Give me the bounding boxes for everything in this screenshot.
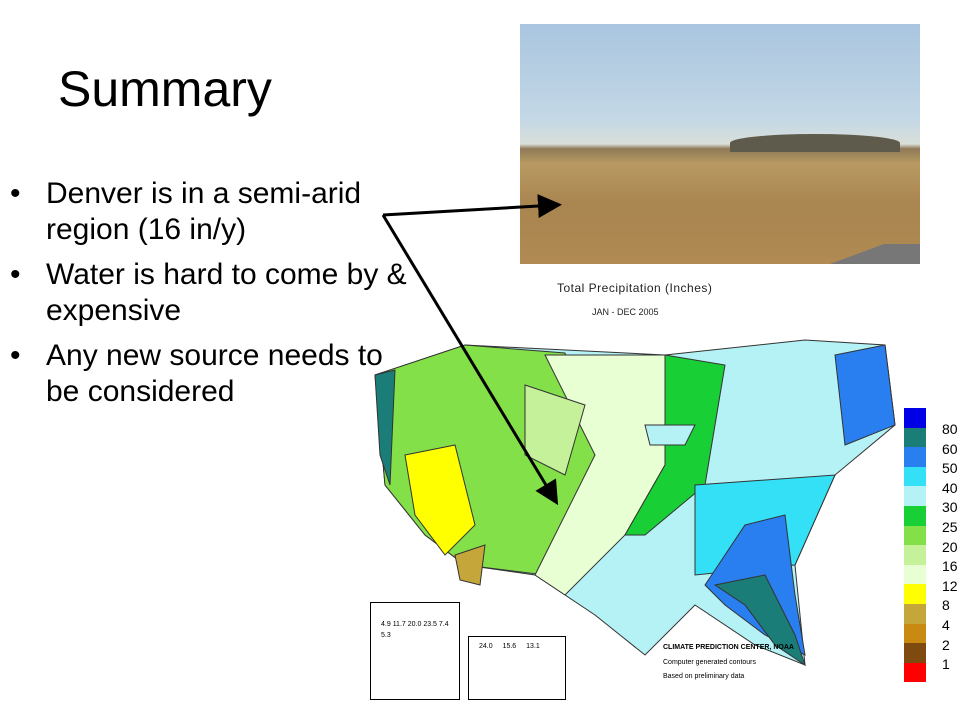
semi-arid-landscape-photo	[520, 24, 920, 264]
legend-swatch	[904, 466, 926, 487]
inset-value: 11.7	[392, 621, 408, 628]
inset-value: 20.0	[407, 621, 424, 628]
legend-label: 80	[942, 421, 958, 437]
hawaii-inset: 24.0 15.6 13.1	[468, 636, 566, 700]
legend-label: 60	[942, 440, 958, 457]
bullet-item: • Denver is in a semi-arid region (16 in/…	[10, 177, 362, 246]
legend-swatch	[904, 505, 926, 526]
legend-swatch	[904, 408, 926, 428]
bullet-icon: •	[10, 258, 21, 291]
legend-label: 20	[942, 538, 958, 555]
legend-label: 16	[942, 558, 958, 575]
inset-value: 7.4	[438, 621, 449, 628]
inset-value: 23.5	[423, 621, 439, 628]
legend-label: 4	[942, 616, 950, 633]
legend-label: 50	[942, 460, 958, 477]
legend-swatch	[904, 545, 926, 565]
legend-swatch	[904, 486, 926, 506]
slide-title: Summary	[58, 61, 272, 117]
inset-value: 13.1	[526, 643, 540, 650]
bullet-list: • Denver is in a semi-arid region (16 in/…	[10, 176, 410, 419]
legend-swatch	[904, 447, 926, 467]
legend-swatch	[904, 623, 926, 644]
legend-swatch	[904, 662, 926, 683]
inset-value: 4.9	[381, 621, 393, 628]
alaska-inset: 4.9 11.7 20.0 23.5 7.4 5.3	[370, 602, 460, 700]
legend-label: 12	[942, 577, 958, 594]
legend-label: 1	[942, 656, 950, 673]
bullet-item: • Water is hard to come by & expensive	[10, 258, 407, 327]
legend-label: 40	[942, 479, 958, 496]
legend-swatch	[904, 603, 926, 624]
legend-swatch	[904, 643, 926, 663]
legend-labels: 80 60 50 40 30 25 20 16 12 8 4 2 1	[942, 420, 958, 675]
legend-label: 25	[942, 518, 958, 535]
inset-value: 24.0	[479, 643, 503, 650]
legend-label: 2	[942, 636, 950, 653]
inset-value: 15.6	[502, 643, 527, 650]
arrow-to-denver	[381, 214, 559, 506]
map-title: Total Precipitation (Inches)	[557, 281, 713, 295]
bullet-item: • Any new source needs to be considered	[10, 339, 383, 408]
legend-label: 8	[942, 597, 950, 614]
legend-swatch	[904, 525, 926, 546]
legend-swatch	[904, 584, 926, 604]
map-credit: CLIMATE PREDICTION CENTER, NOAA	[663, 644, 794, 651]
map-credit: Based on preliminary data	[663, 673, 745, 680]
map-subtitle: JAN - DEC 2005	[592, 307, 659, 317]
bullet-icon: •	[10, 177, 21, 210]
legend-swatch	[904, 427, 926, 448]
arrow-to-photo	[382, 194, 562, 219]
inset-value: 5.3	[381, 632, 391, 639]
map-credit: Computer generated contours	[663, 659, 756, 666]
precipitation-map	[374, 339, 896, 667]
legend-label: 30	[942, 499, 958, 516]
map-legend	[904, 408, 926, 683]
legend-swatch	[904, 564, 926, 585]
bullet-icon: •	[10, 339, 21, 372]
